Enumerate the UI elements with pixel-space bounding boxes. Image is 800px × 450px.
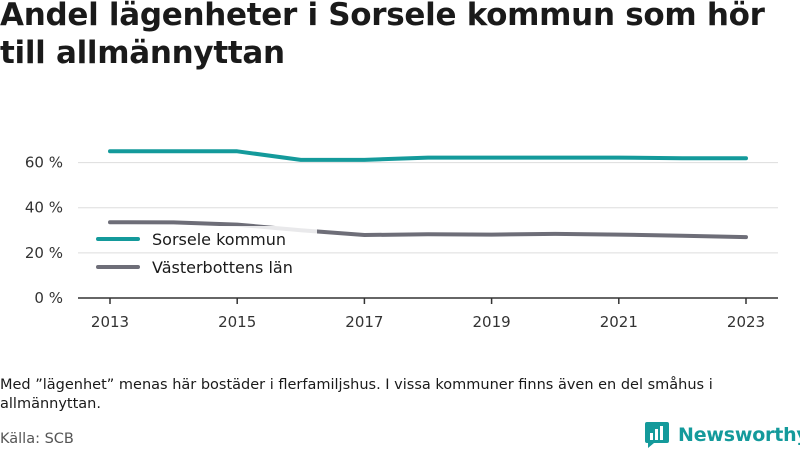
- source-label: Källa: SCB: [0, 431, 74, 447]
- x-axis: 2013 2015 2017 2019 2021 2023: [78, 297, 778, 331]
- x-tick-label: 2021: [600, 313, 638, 331]
- series-line-sorsele: [108, 149, 748, 162]
- chart-title: Andel lägenheter i Sorsele kommun som hö…: [0, 0, 765, 71]
- y-axis: 0 % 20 % 40 % 60 %: [25, 154, 63, 307]
- x-tick-label: 2023: [727, 313, 765, 331]
- newsworthy-logo-icon: [645, 422, 669, 448]
- footnote: Med ”lägenhet” menas här bostäder i fler…: [0, 377, 713, 412]
- y-tick-label: 20 %: [25, 244, 63, 262]
- x-tick-label: 2017: [345, 313, 383, 331]
- legend: Sorsele kommun Västerbottens län: [92, 226, 317, 280]
- x-tick-label: 2013: [91, 313, 129, 331]
- legend-label: Sorsele kommun: [152, 230, 286, 249]
- y-tick-label: 60 %: [25, 154, 63, 172]
- y-tick-label: 0 %: [34, 289, 63, 307]
- series-line-vasterbotten: [108, 220, 748, 240]
- brand-name: Newsworthy: [678, 424, 800, 446]
- line-chart: 0 % 20 % 40 % 60 % 2013 2015 2017 2019 2021 2023…: [25, 149, 778, 331]
- y-tick-label: 40 %: [25, 199, 63, 217]
- legend-label: Västerbottens län: [152, 258, 293, 277]
- brand-logo[interactable]: Newsworthy: [644, 420, 800, 450]
- series-lines: [108, 149, 748, 240]
- x-tick-label: 2019: [473, 313, 511, 331]
- grid-lines: [78, 162, 778, 254]
- x-tick-label: 2015: [218, 313, 256, 331]
